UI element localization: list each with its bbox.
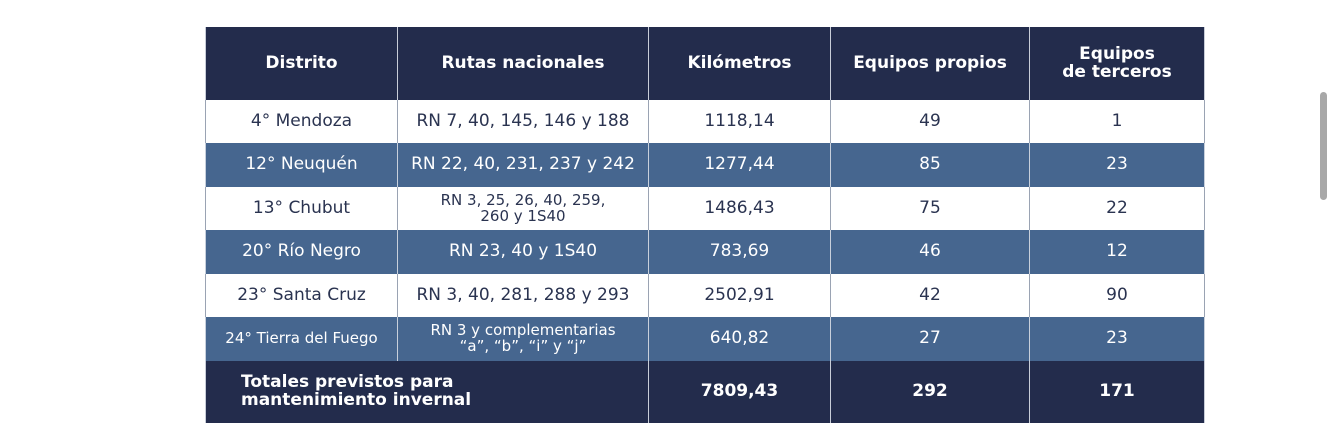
cell: 2502,91 [648, 274, 831, 317]
cell: 12° Neuquén [205, 143, 398, 187]
row: 23° Santa Cruz RN 3, 40, 281, 288 y 293 25… [205, 274, 1205, 317]
cell: RN 3, 25, 26, 40, 259, 260 y 1S40 [397, 187, 649, 230]
cell: 85 [830, 143, 1030, 187]
cell: RN 3, 40, 281, 288 y 293 [397, 274, 649, 317]
cell: 13° Chubut [205, 187, 398, 230]
cell: RN 22, 40, 231, 237 y 242 [397, 143, 649, 187]
row: 24° Tierra del Fuego RN 3 y complementari… [205, 317, 1205, 361]
header-cell: Kilómetros [648, 27, 831, 100]
cell: 42 [830, 274, 1030, 317]
cell: 75 [830, 187, 1030, 230]
cell: 22 [1029, 187, 1205, 230]
row: 4° Mendoza RN 7, 40, 145, 146 y 188 1118,1… [205, 100, 1205, 143]
cell: 90 [1029, 274, 1205, 317]
table: Distrito Rutas nacionales Kilómetros Equipo… [205, 27, 1205, 423]
total-label: Totales previstos para mantenimiento inv… [205, 361, 649, 423]
header-cell: Distrito [205, 27, 398, 100]
total-cell: 292 [830, 361, 1030, 423]
cell: 49 [830, 100, 1030, 143]
total-cell: 171 [1029, 361, 1205, 423]
cell: 1118,14 [648, 100, 831, 143]
cell: 1 [1029, 100, 1205, 143]
cell: 783,69 [648, 230, 831, 274]
header-cell: Equipos propios [830, 27, 1030, 100]
cell: 23 [1029, 317, 1205, 361]
cell: RN 23, 40 y 1S40 [397, 230, 649, 274]
cell: 12 [1029, 230, 1205, 274]
cell: 24° Tierra del Fuego [205, 317, 398, 361]
cell: 640,82 [648, 317, 831, 361]
cell: 27 [830, 317, 1030, 361]
row: 13° Chubut RN 3, 25, 26, 40, 259, 260 y 1… [205, 187, 1205, 230]
cell: 46 [830, 230, 1030, 274]
cell: RN 7, 40, 145, 146 y 188 [397, 100, 649, 143]
header-cell: Rutas nacionales [397, 27, 649, 100]
cell: 23° Santa Cruz [205, 274, 398, 317]
scrollbar[interactable] [1320, 92, 1327, 200]
total-row: Totales previstos para mantenimiento inv… [205, 361, 1205, 423]
cell: 4° Mendoza [205, 100, 398, 143]
cell: 1277,44 [648, 143, 831, 187]
cell: 20° Río Negro [205, 230, 398, 274]
row: 20° Río Negro RN 23, 40 y 1S40 783,69 46 12 [205, 230, 1205, 274]
total-cell: 7809,43 [648, 361, 831, 423]
header-cell: Equipos de terceros [1029, 27, 1205, 100]
cell: RN 3 y complementarias “a”, “b”, “i” y “… [397, 317, 649, 361]
header-row: Distrito Rutas nacionales Kilómetros Equipo… [205, 27, 1205, 100]
cell: 23 [1029, 143, 1205, 187]
row: 12° Neuquén RN 22, 40, 231, 237 y 242 1277… [205, 143, 1205, 187]
cell: 1486,43 [648, 187, 831, 230]
